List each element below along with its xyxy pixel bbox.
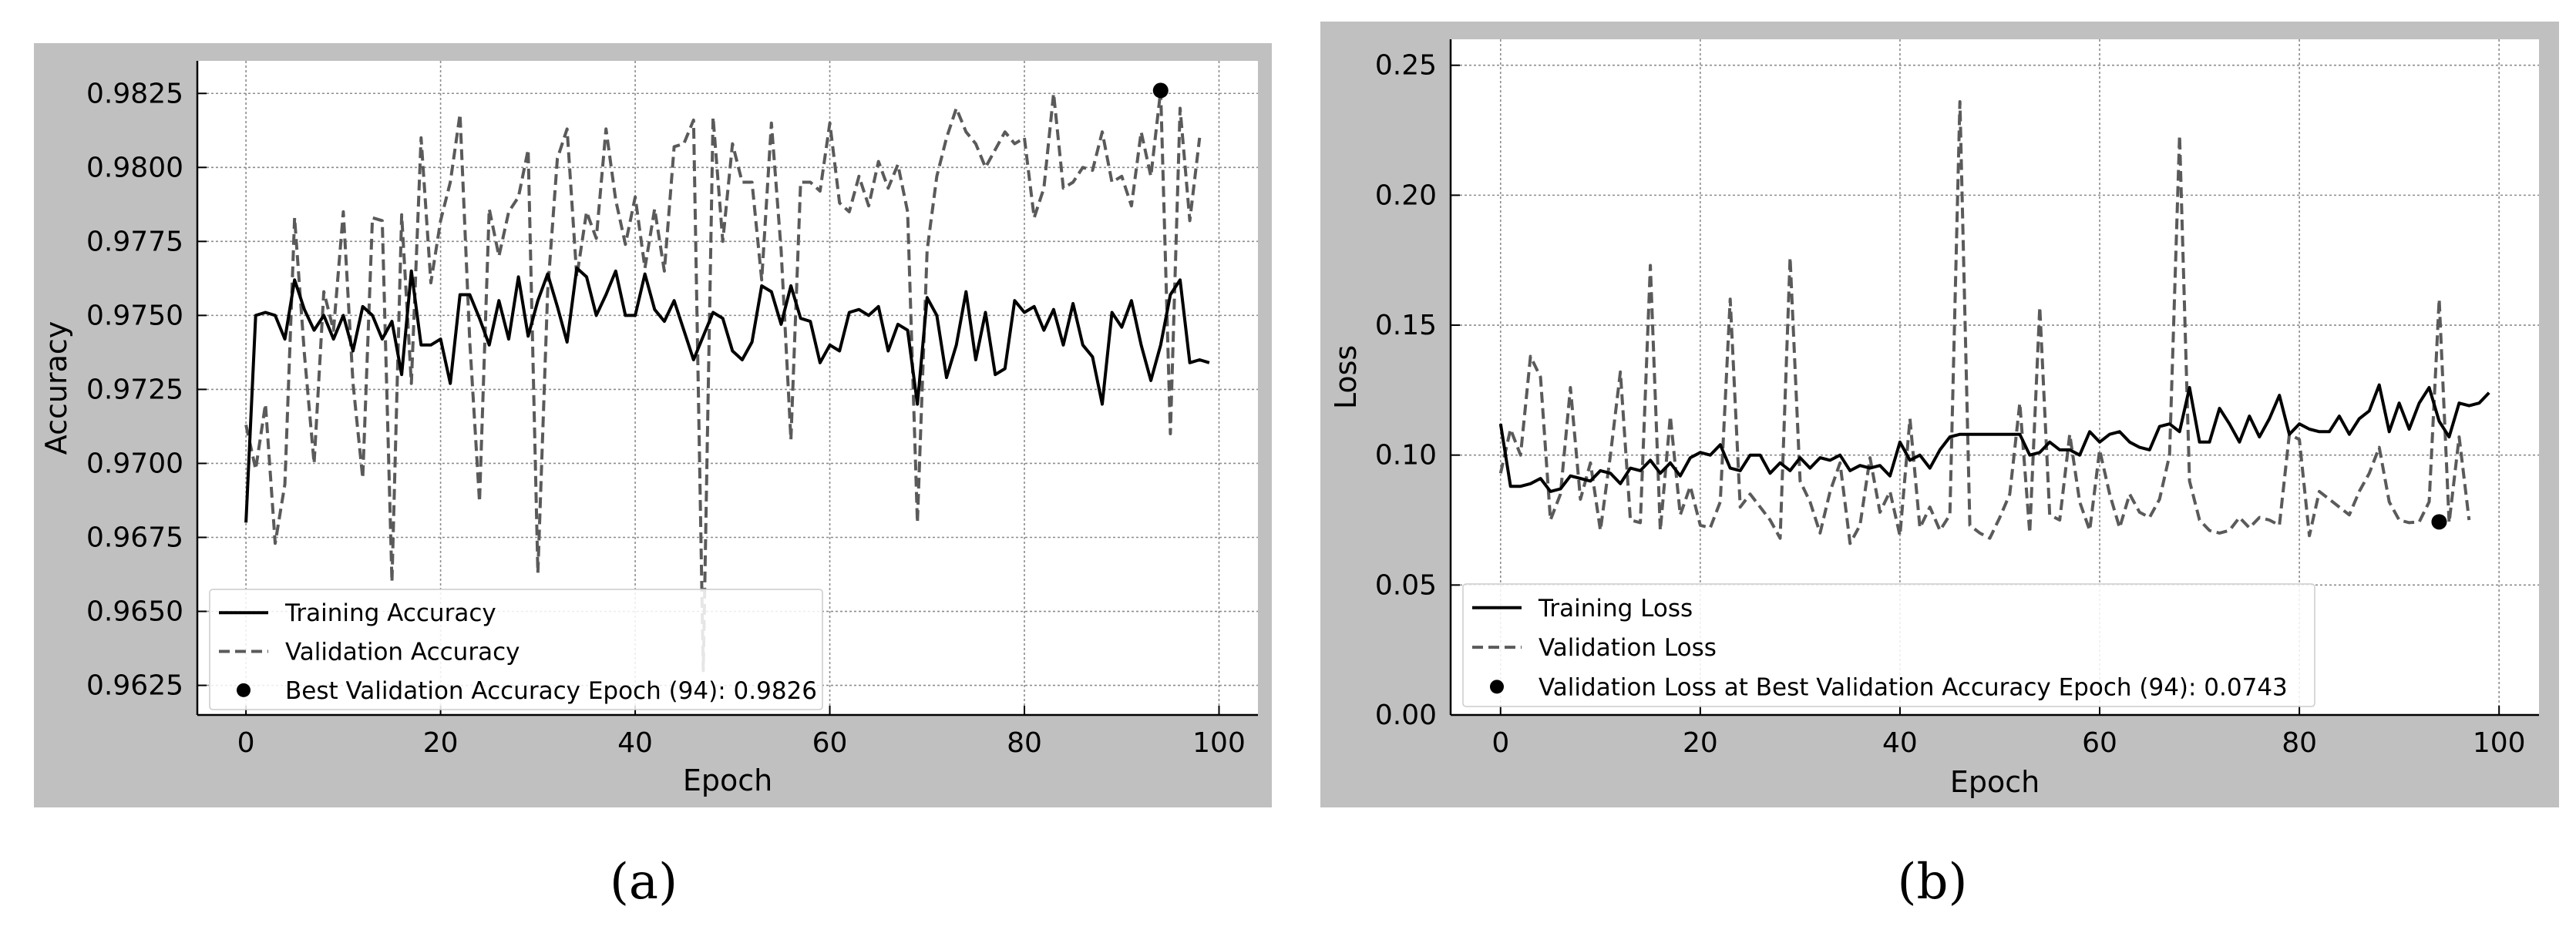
accuracy-x-tick-label: 60 [812, 727, 848, 759]
chart-panel-accuracy: 0 20 40 60 80 100 0.9625 0.9650 0.9675 0.9700 0.97… [34, 43, 1272, 807]
loss-x-tick-label: 100 [2473, 727, 2526, 759]
accuracy-legend-box [209, 589, 823, 710]
accuracy-best-epoch-marker [1152, 82, 1169, 99]
validation-accuracy-line [244, 89, 1202, 673]
accuracy-y-tick-label: 0.9775 [86, 226, 183, 257]
loss-legend-marker-swatch [1490, 680, 1504, 694]
accuracy-y-tick-label: 0.9625 [86, 670, 183, 702]
loss-x-tick-label: 40 [1882, 727, 1918, 759]
accuracy-x-tick-label: 100 [1192, 727, 1246, 759]
accuracy-y-tick-label: 0.9700 [86, 448, 183, 479]
accuracy-x-tick-label: 40 [617, 727, 653, 759]
accuracy-y-tick-label: 0.9725 [86, 374, 183, 405]
subfigure-label-b: (b) [1897, 854, 1968, 911]
subfigure-label-a: (a) [609, 854, 678, 911]
validation-loss-line [1498, 100, 2471, 545]
loss-legend-label: Training Loss [1538, 595, 1693, 623]
loss-x-tick-label: 80 [2282, 727, 2317, 759]
accuracy-y-axis-title: Accuracy [39, 321, 73, 455]
accuracy-x-axis-title: Epoch [683, 764, 772, 797]
loss-y-tick-label: 0.10 [1375, 440, 1437, 472]
loss-legend-label: Validation Loss at Best Validation Accur… [1539, 673, 2288, 701]
training-loss-line [1498, 383, 2490, 493]
loss-x-tick-label: 0 [1491, 727, 1509, 759]
accuracy-legend-label: Validation Accuracy [285, 639, 520, 666]
accuracy-y-tick-label: 0.9750 [86, 300, 183, 331]
loss-best-epoch-marker [2431, 514, 2447, 530]
accuracy-y-tick-label: 0.9650 [86, 596, 183, 628]
loss-x-axis-title: Epoch [1950, 765, 2040, 799]
accuracy-x-tick-label: 80 [1007, 727, 1042, 759]
loss-y-tick-label: 0.25 [1375, 50, 1437, 82]
loss-y-tick-label: 0.20 [1375, 180, 1437, 211]
accuracy-chart: 0 20 40 60 80 100 0.9625 0.9650 0.9675 0.9700 0.97… [39, 61, 1258, 797]
accuracy-x-tick-label: 0 [237, 727, 255, 759]
training-accuracy-line [244, 266, 1210, 523]
accuracy-legend-marker-swatch [237, 683, 251, 697]
accuracy-y-tick-label: 0.9825 [86, 78, 183, 109]
loss-x-tick-label: 20 [1683, 727, 1718, 759]
accuracy-legend-label: Training Accuracy [284, 599, 496, 627]
loss-x-tick-label: 60 [2082, 727, 2117, 759]
accuracy-y-tick-label: 0.9675 [86, 522, 183, 554]
loss-y-tick-label: 0.15 [1375, 310, 1437, 341]
accuracy-legend-label: Best Validation Accuracy Epoch (94): 0.9… [285, 677, 817, 705]
loss-y-tick-label: 0.00 [1375, 700, 1437, 731]
loss-y-tick-label: 0.05 [1375, 569, 1437, 601]
chart-panel-loss: 0 20 40 60 80 100 0.00 0.05 0.10 0.15 0.20 0.25 Epoc… [1320, 22, 2559, 807]
loss-y-axis-title: Loss [1329, 345, 1363, 409]
loss-legend-label: Validation Loss [1539, 634, 1717, 662]
loss-legend-box [1462, 583, 2315, 707]
accuracy-x-tick-label: 20 [423, 727, 459, 759]
accuracy-y-tick-label: 0.9800 [86, 152, 183, 183]
loss-chart: 0 20 40 60 80 100 0.00 0.05 0.10 0.15 0.20 0.25 Epoc… [1329, 39, 2539, 799]
